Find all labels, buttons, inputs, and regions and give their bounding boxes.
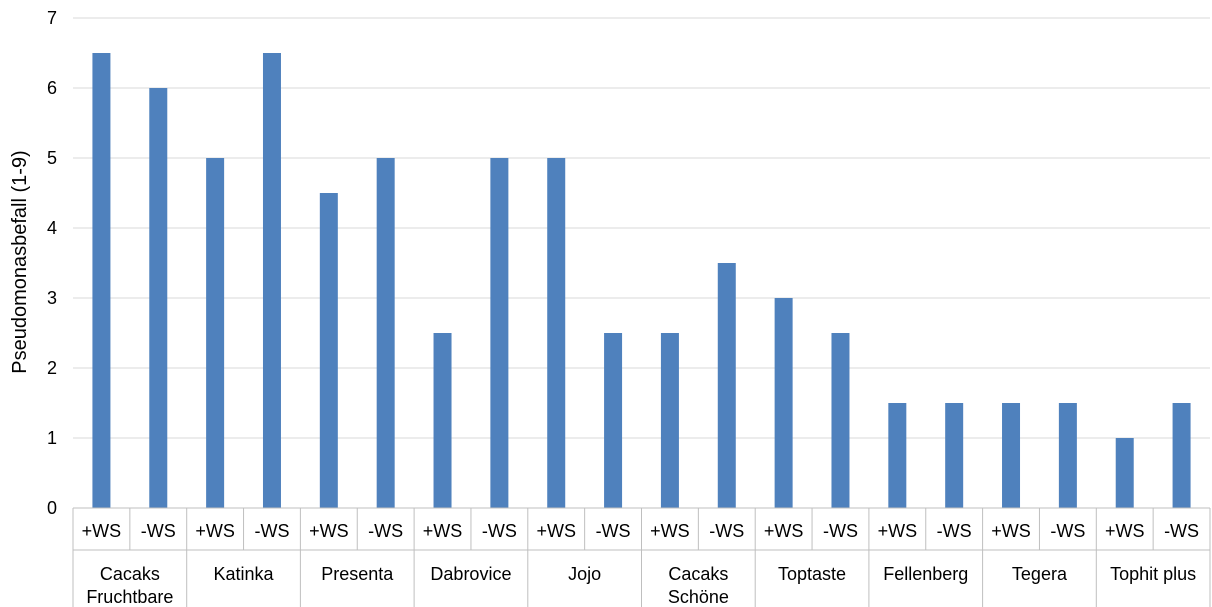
y-tick-label: 2	[47, 358, 57, 378]
bar	[376, 158, 395, 508]
bar	[547, 158, 566, 508]
x-category-label: -WS	[937, 521, 972, 541]
x-group-label: Dabrovice	[430, 564, 511, 584]
x-group-label: Jojo	[568, 564, 601, 584]
x-group-label: Tegera	[1012, 564, 1068, 584]
x-category-label: -WS	[596, 521, 631, 541]
bar	[831, 333, 850, 508]
bar	[490, 158, 509, 508]
x-category-label: -WS	[141, 521, 176, 541]
x-axis: +WS -WS Cacaks Fruchtbare +WS -WS Katinka +WS -W…	[72, 507, 1211, 607]
x-category-label: +WS	[1105, 521, 1145, 541]
bar	[604, 333, 623, 508]
grid	[73, 17, 1210, 439]
bar	[717, 263, 736, 508]
x-group-label: Toptaste	[778, 564, 846, 584]
y-tick-label: 1	[47, 428, 57, 448]
x-category-label: -WS	[1164, 521, 1199, 541]
bar	[660, 333, 679, 508]
bar	[319, 193, 338, 508]
y-tick-label: 3	[47, 288, 57, 308]
x-group-label: Fellenberg	[883, 564, 968, 584]
bar	[1172, 403, 1191, 508]
y-tick-label: 4	[47, 218, 57, 238]
bar	[206, 158, 225, 508]
x-category-label: -WS	[709, 521, 744, 541]
bar	[262, 53, 281, 508]
x-category-label: +WS	[991, 521, 1031, 541]
bar	[888, 403, 907, 508]
y-axis: 0 1 2 3 4 5 6 7	[47, 8, 57, 518]
bar	[92, 53, 111, 508]
x-category-label: -WS	[368, 521, 403, 541]
x-category-label: +WS	[536, 521, 576, 541]
bar	[1002, 403, 1021, 508]
x-category-label: +WS	[878, 521, 918, 541]
bar	[1058, 403, 1077, 508]
bars	[92, 53, 1191, 508]
bar	[1115, 438, 1134, 508]
x-category-label: -WS	[823, 521, 858, 541]
x-group-label: Schöne	[668, 587, 729, 607]
bar	[945, 403, 964, 508]
x-group-label: Fruchtbare	[86, 587, 173, 607]
x-group-label: Tophit plus	[1110, 564, 1196, 584]
x-category-label: +WS	[423, 521, 463, 541]
y-tick-label: 7	[47, 8, 57, 28]
x-group-label: Cacaks	[100, 564, 160, 584]
x-category-label: -WS	[1050, 521, 1085, 541]
y-tick-label: 5	[47, 148, 57, 168]
x-category-label: +WS	[195, 521, 235, 541]
y-tick-label: 0	[47, 498, 57, 518]
x-category-label: -WS	[482, 521, 517, 541]
bar	[774, 298, 793, 508]
y-tick-label: 6	[47, 78, 57, 98]
x-group-label: Cacaks	[668, 564, 728, 584]
x-category-label: +WS	[650, 521, 690, 541]
x-category-label: -WS	[254, 521, 289, 541]
x-category-label: +WS	[82, 521, 122, 541]
bar	[149, 88, 168, 508]
y-axis-title: Pseudomonasbefall (1-9)	[9, 150, 31, 373]
x-category-label: +WS	[764, 521, 804, 541]
x-group-label: Katinka	[214, 564, 275, 584]
x-group-label: Presenta	[321, 564, 394, 584]
bar	[433, 333, 452, 508]
x-category-label: +WS	[309, 521, 349, 541]
